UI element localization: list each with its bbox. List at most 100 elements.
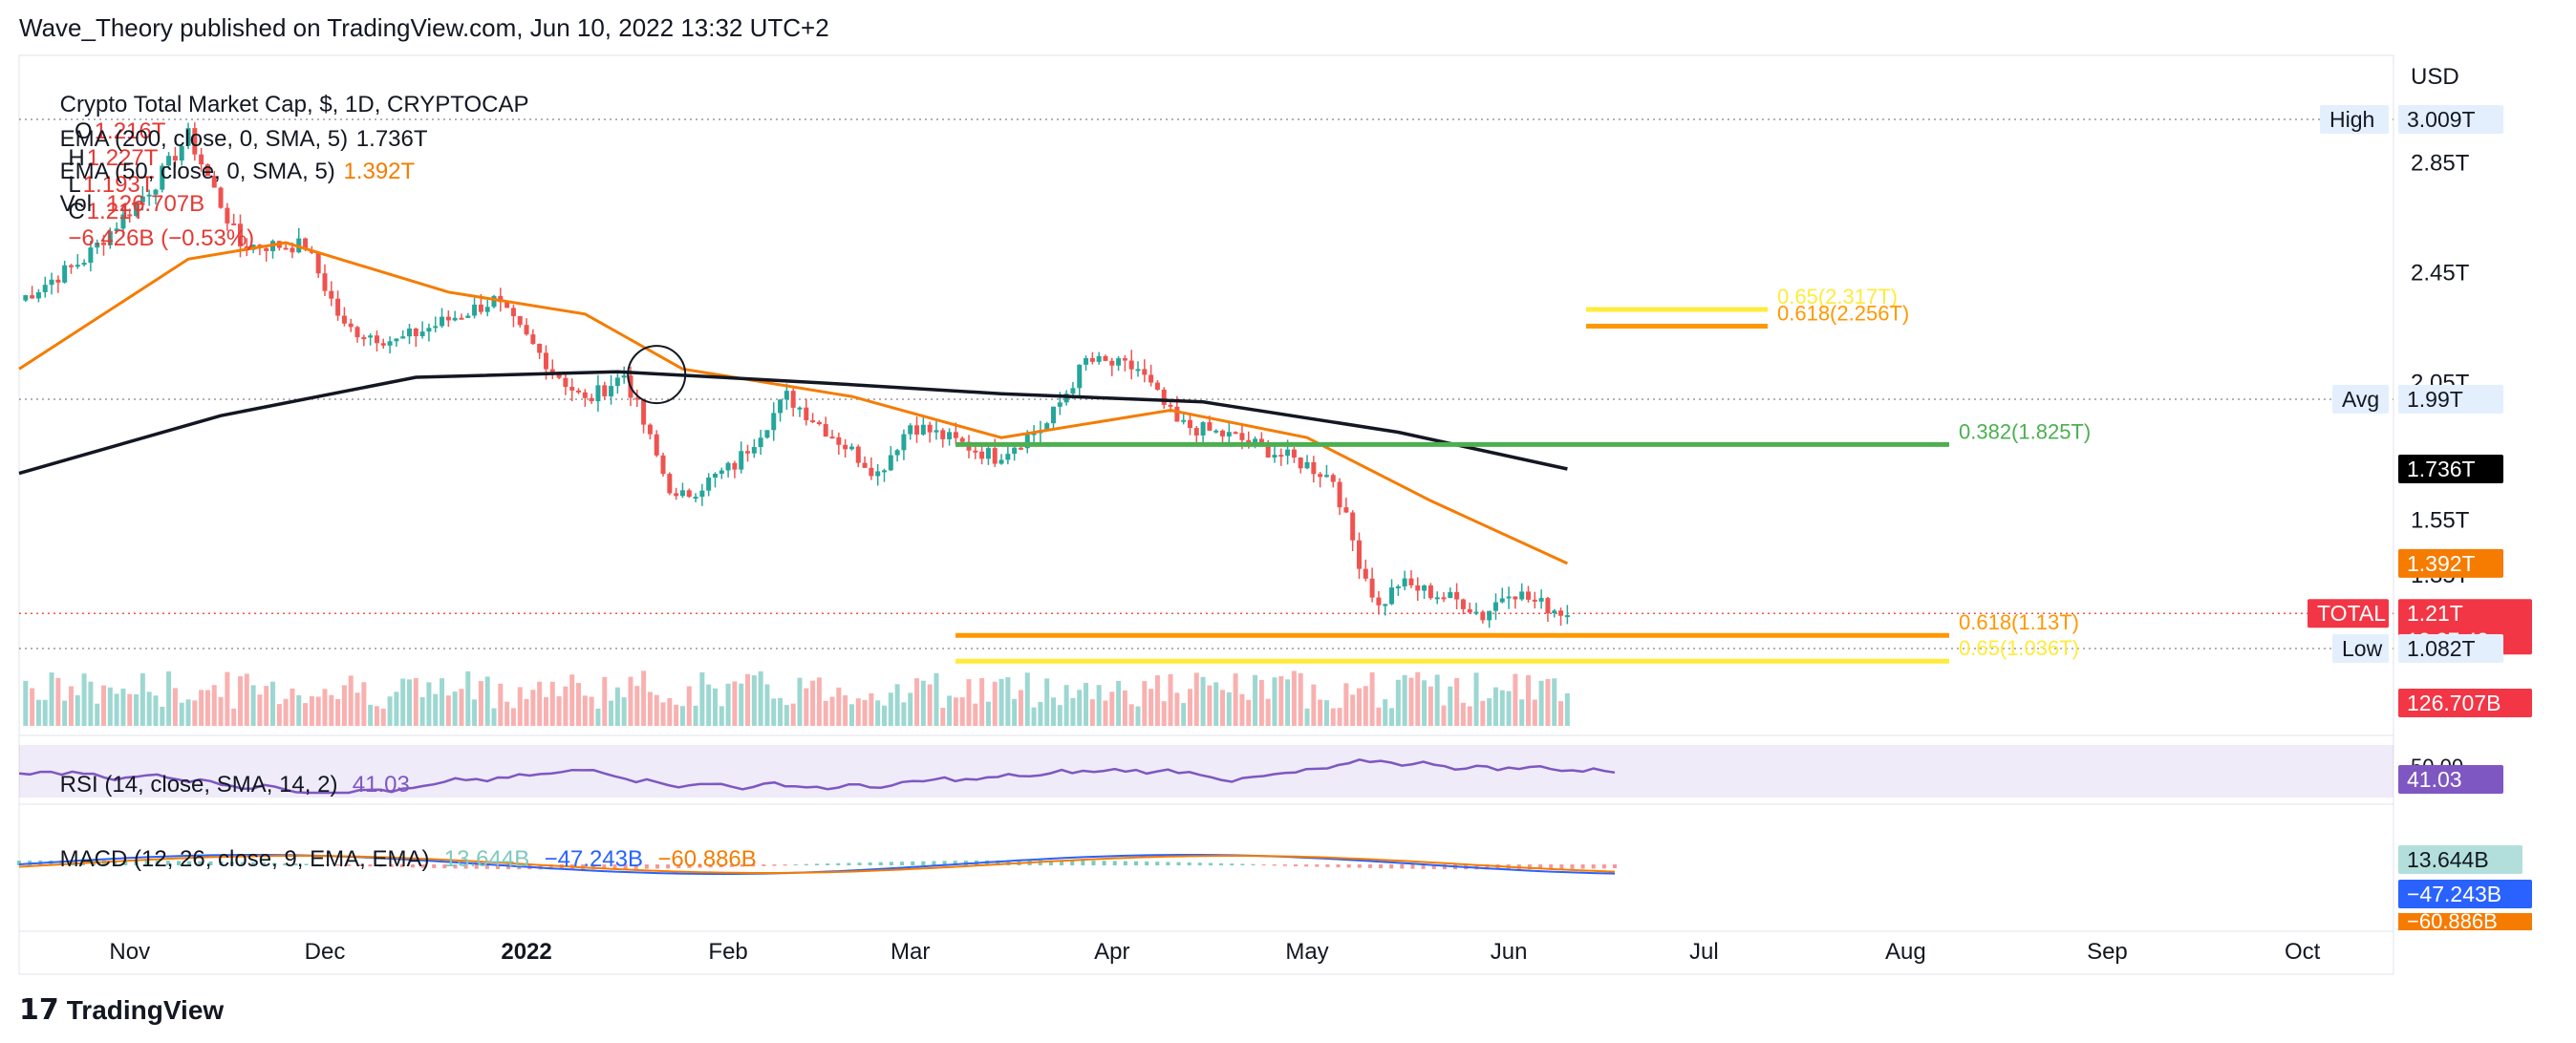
candle-body [204, 164, 210, 177]
volume-bar [1089, 699, 1095, 726]
volume-bar [693, 705, 698, 726]
volume-bar [1063, 685, 1069, 726]
volume-bar [725, 683, 731, 726]
volume-bar [855, 698, 861, 726]
volume-bar [934, 672, 939, 726]
candle-body [1213, 430, 1219, 433]
rsi-value: 41.03 [352, 772, 410, 798]
candle-body [1024, 435, 1030, 449]
candle-body [1363, 568, 1368, 579]
volume-bar [101, 685, 107, 726]
volume-bar [894, 684, 900, 726]
volume-bar [985, 701, 991, 726]
candle-body [1526, 591, 1532, 600]
candle-body [934, 430, 939, 433]
volume-bar [335, 698, 341, 726]
avg-badge: 1.99T [2407, 387, 2463, 412]
volume-bar [1246, 699, 1252, 726]
candle-body [1193, 428, 1199, 436]
volume-bar [1278, 675, 1284, 726]
low-tag: Low [2342, 636, 2383, 661]
candle-body [120, 214, 126, 229]
volume-bar [1239, 693, 1245, 726]
candle-body [1402, 578, 1407, 586]
macd-histogram-bar [751, 864, 756, 867]
macd-histogram-bar [1282, 864, 1287, 866]
volume-bar [556, 695, 562, 726]
candle-body [901, 434, 907, 451]
candle-body [569, 387, 575, 391]
macd-histogram-bar [496, 864, 500, 869]
macd-histogram-bar [262, 862, 267, 865]
candle-body [674, 493, 679, 497]
volume-bar [1012, 698, 1018, 726]
candle-body [1285, 449, 1291, 457]
macd-histogram-bar [283, 862, 288, 865]
candle-body [693, 497, 698, 500]
fib-label: 0.382(1.825T) [1959, 419, 2091, 443]
volume-bar [1142, 681, 1148, 726]
macd-histogram-bar [741, 864, 745, 867]
candle-body [445, 316, 451, 321]
candle-body [790, 391, 796, 408]
volume-bar [199, 690, 204, 726]
volume-bar [1492, 687, 1498, 726]
candle-body [510, 308, 516, 317]
macd-histogram-bar [1346, 864, 1351, 868]
macd-histogram-bar [719, 864, 723, 868]
macd-histogram-bar [113, 860, 118, 865]
candle-body [609, 386, 614, 396]
volume-bar [472, 699, 478, 726]
candle-body [1168, 404, 1173, 407]
volume-bar [1070, 697, 1076, 726]
candle-body [394, 338, 399, 342]
month-label: Oct [2285, 939, 2321, 965]
volume-bar [674, 704, 679, 726]
macd-histogram-bar [442, 864, 447, 869]
candle-body [380, 343, 386, 346]
volume-bar [1415, 671, 1421, 726]
high-label: H [68, 145, 85, 171]
volume-bar [530, 690, 536, 726]
volume-bar [1369, 671, 1375, 726]
volume-bar [927, 684, 933, 726]
volume-bar [1226, 692, 1232, 726]
close-value: 1.21T [86, 199, 146, 224]
tradingview-logo[interactable]: 𝟭𝟳 TradingView [19, 993, 224, 1027]
ema50-badge-bg [2398, 548, 2503, 578]
candle-body [543, 352, 548, 370]
macd-histogram-bar [304, 863, 309, 865]
candle-body [1441, 597, 1447, 600]
candle-body [1291, 449, 1297, 458]
candle-body [810, 420, 816, 423]
volume-bar [1363, 686, 1368, 726]
volume-bar [23, 680, 29, 726]
volume-badge: 126.707B [2407, 691, 2501, 715]
candle-body [459, 317, 464, 320]
volume-bar [959, 697, 965, 726]
volume-bar [908, 692, 913, 726]
macd-histogram-bar [1431, 864, 1436, 869]
candle-body [654, 434, 659, 456]
macd-histogram-bar [421, 864, 426, 868]
volume-bar [237, 676, 243, 726]
volume-bar [712, 688, 718, 726]
candle-body [153, 189, 159, 195]
candle-body [1519, 591, 1525, 600]
candle-body [797, 407, 803, 410]
volume-bar [595, 708, 601, 726]
candle-body [211, 176, 217, 188]
high-badge-bg [2398, 105, 2503, 134]
macd-histogram-bar [762, 864, 766, 866]
candle-body [23, 295, 29, 301]
macd-histogram-bar [1112, 861, 1117, 865]
tv-brand: TradingView [66, 994, 225, 1025]
macd-histogram-bar [666, 864, 671, 869]
macd-histogram-bar [1389, 864, 1394, 869]
volume-bar [49, 672, 54, 726]
volume-bar [771, 698, 777, 726]
candle-body [595, 385, 601, 402]
macd-signal-badge-bg [2398, 913, 2532, 930]
price-tick-label: 1.55T [2411, 507, 2470, 533]
